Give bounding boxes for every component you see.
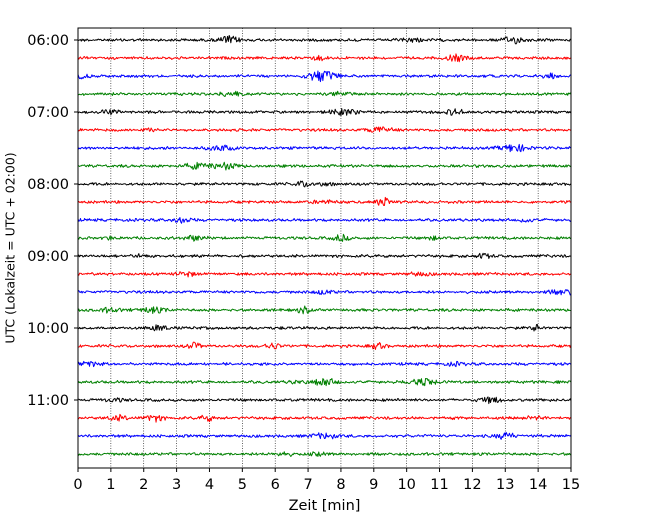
x-tick-label: 10 — [397, 477, 415, 493]
trace-line — [77, 271, 572, 278]
trace-line — [77, 377, 572, 387]
trace-line — [77, 90, 572, 97]
x-tick-label: 12 — [463, 477, 481, 493]
y-tick-label: 06:00 — [27, 33, 69, 49]
trace-line — [77, 233, 572, 242]
trace-line — [77, 305, 572, 315]
trace-line — [77, 143, 572, 153]
x-tick-label: 13 — [496, 477, 514, 493]
plot-frame — [77, 27, 572, 469]
trace-line — [77, 324, 572, 332]
y-tick-label: 11:00 — [27, 393, 69, 409]
trace-line — [77, 53, 572, 63]
x-axis-label: Zeit [min] — [289, 498, 361, 514]
x-tick-label: 11 — [430, 477, 448, 493]
y-tick-label: 08:00 — [27, 177, 69, 193]
y-tick-label: 10:00 — [27, 321, 69, 337]
x-tick-label: 7 — [303, 477, 312, 493]
x-tick-label: 5 — [238, 477, 247, 493]
trace-line — [77, 216, 572, 224]
x-tick-label: 4 — [205, 477, 214, 493]
trace-line — [77, 396, 572, 405]
x-tick-label: 8 — [336, 477, 345, 493]
x-tick-label: 3 — [172, 477, 181, 493]
trace-line — [77, 34, 572, 45]
x-tick-label: 2 — [139, 477, 148, 493]
trace-line — [77, 360, 572, 368]
trace-line — [77, 70, 572, 83]
y-axis-label: UTC (Lokalzeit = UTC + 02:00) — [3, 152, 18, 343]
trace-line — [77, 413, 572, 423]
trace-line — [77, 252, 572, 259]
trace-line — [77, 196, 572, 206]
trace-line — [77, 341, 572, 350]
x-tick-label: 6 — [271, 477, 280, 493]
x-tick-label: 15 — [562, 477, 580, 493]
trace-line — [77, 180, 572, 188]
trace-line — [77, 451, 572, 457]
x-tick-label: 9 — [369, 477, 378, 493]
grid-lines — [110, 28, 539, 468]
y-tick-label: 07:00 — [27, 105, 69, 121]
trace-line — [77, 126, 572, 133]
x-tick-label: 14 — [529, 477, 547, 493]
y-axis-ticks: 06:00 07:00 08:00 09:00 10:00 11:00 — [27, 33, 78, 409]
trace-line — [77, 431, 572, 440]
x-tick-label: 0 — [73, 477, 82, 493]
x-axis-ticks: 0 1 2 3 4 5 6 7 8 9 10 11 12 13 14 15 — [73, 468, 580, 493]
trace-line — [77, 289, 572, 296]
y-tick-label: 09:00 — [27, 249, 69, 265]
x-tick-label: 1 — [106, 477, 115, 493]
trace-line — [77, 108, 572, 117]
seismic-traces — [77, 34, 572, 457]
trace-line — [77, 161, 572, 171]
